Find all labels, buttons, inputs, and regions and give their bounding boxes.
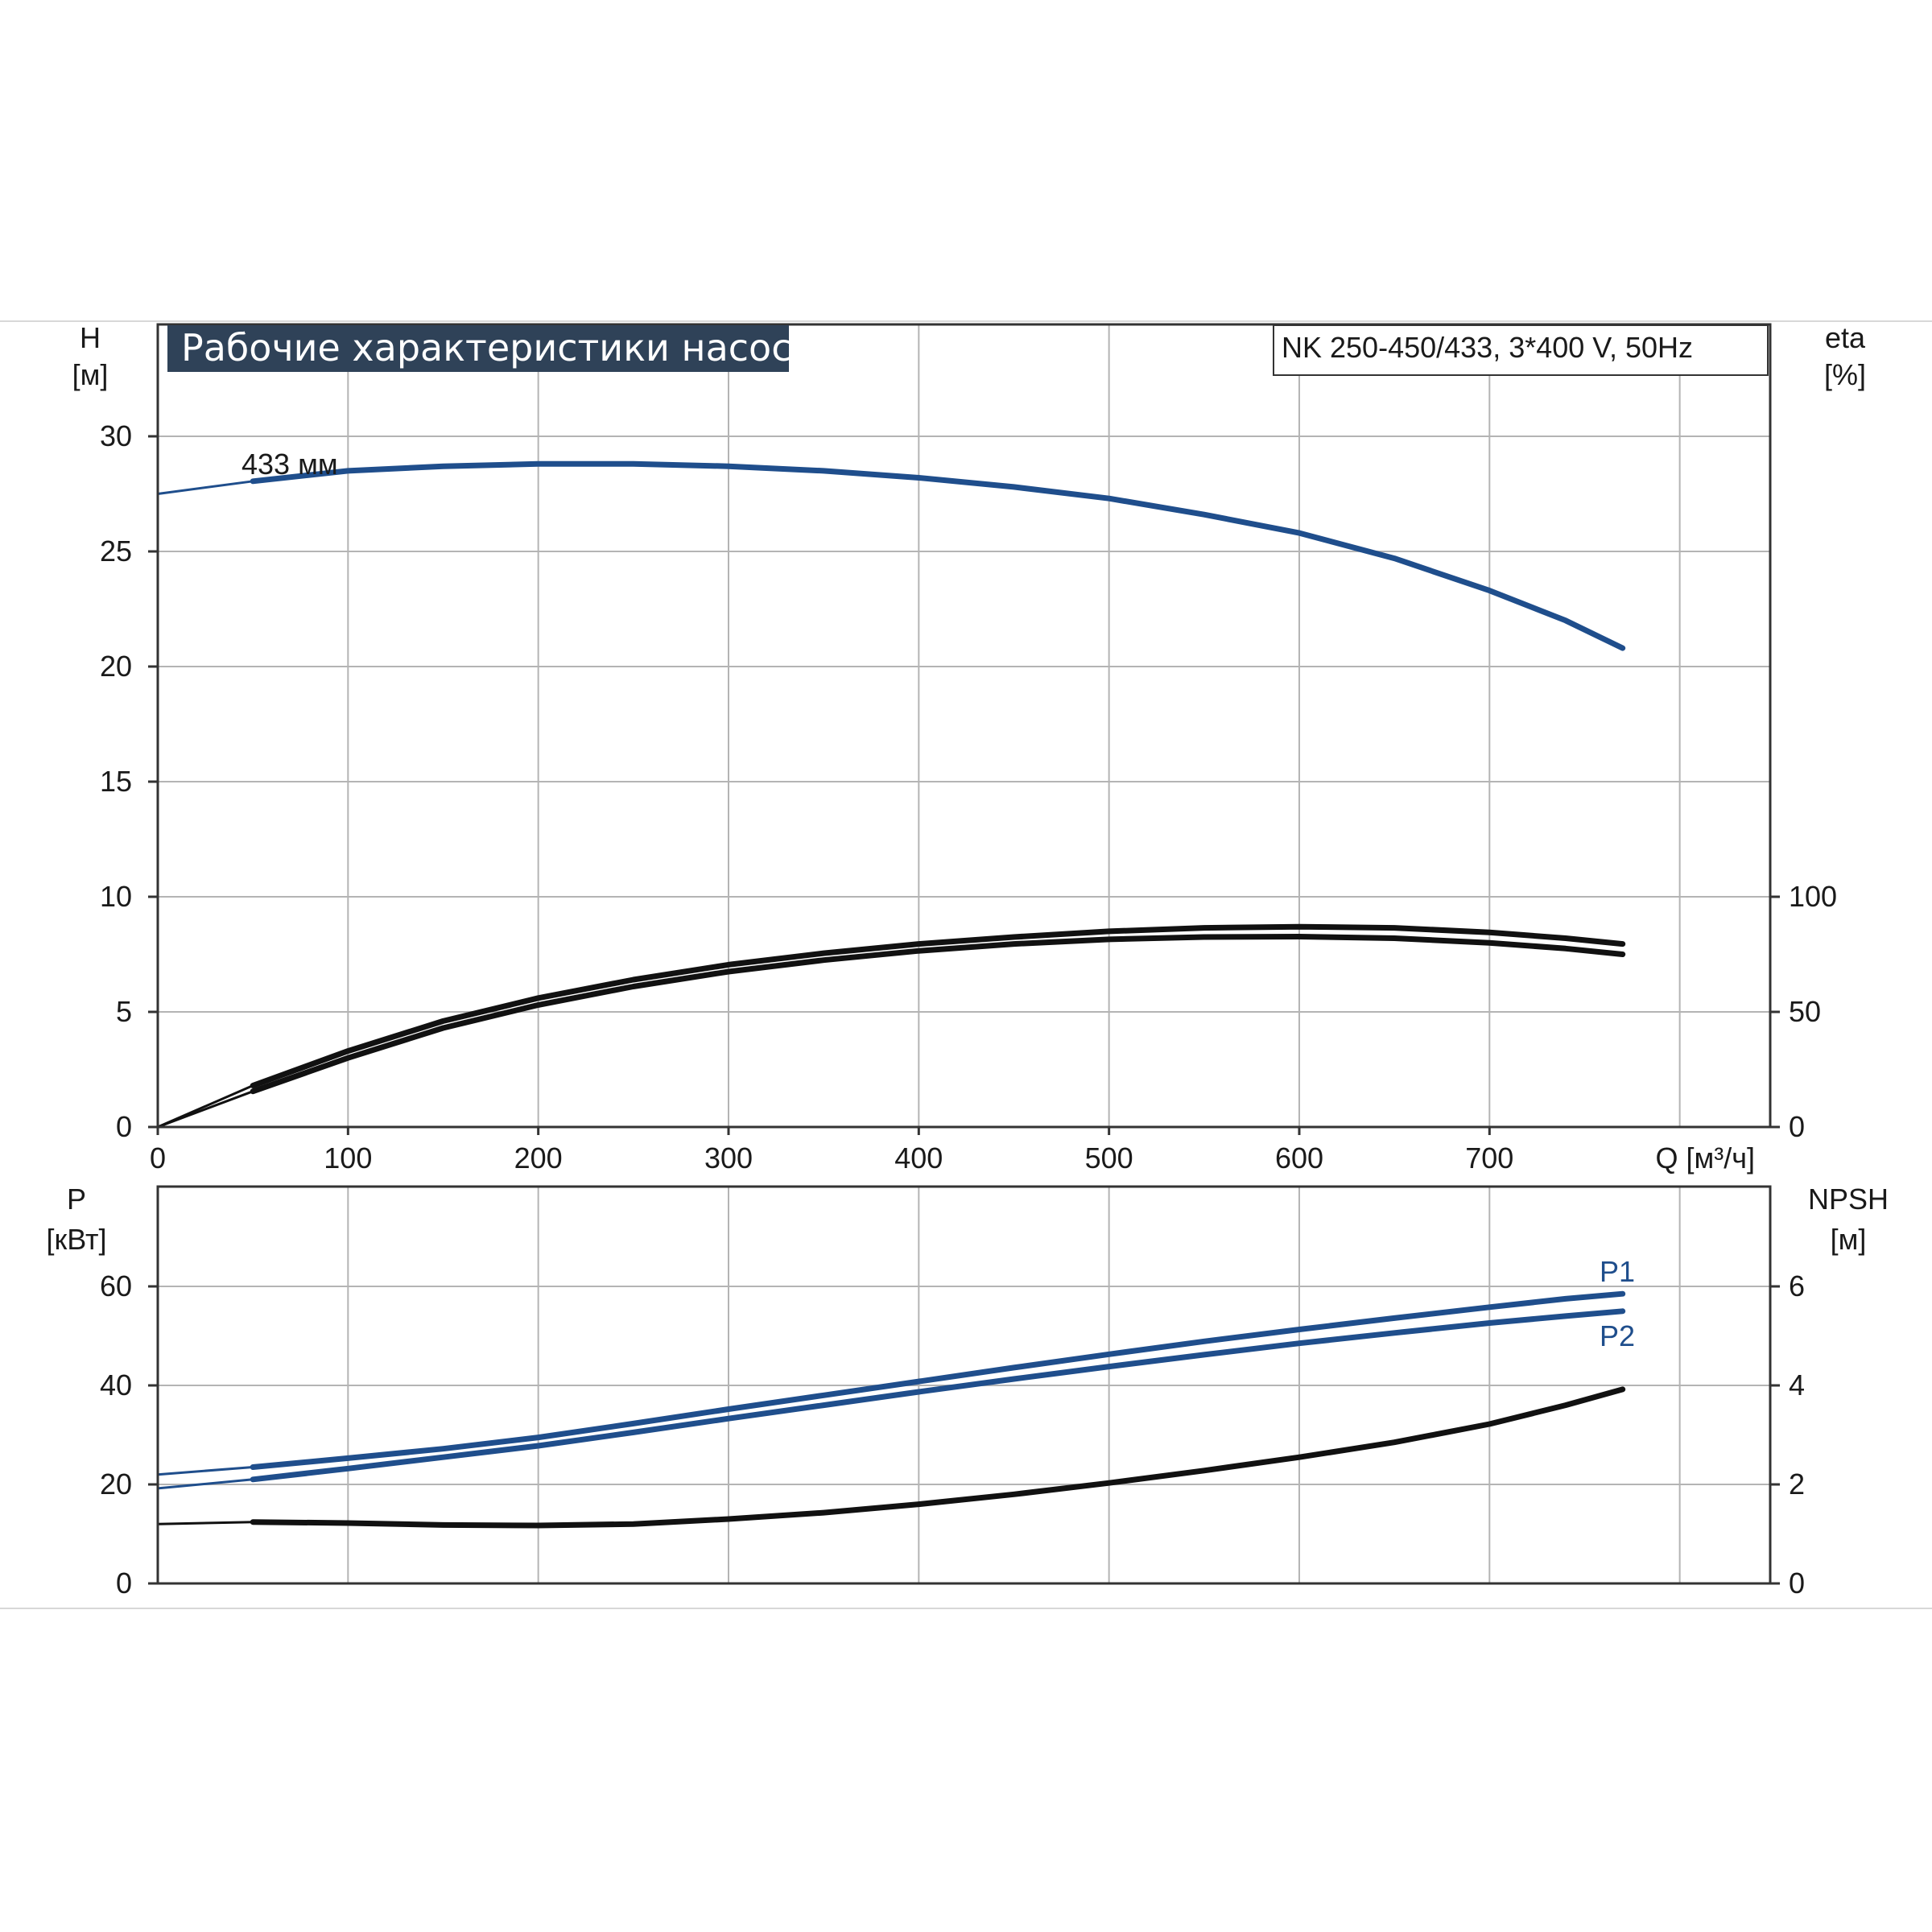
h-tick-label-30: 30 xyxy=(100,419,132,452)
top-series-2-line xyxy=(250,923,1626,1088)
impeller-diameter-label: 433 мм xyxy=(242,448,338,481)
p2-series-label: P2 xyxy=(1600,1319,1635,1352)
bottom-series-1-extrapolated-line xyxy=(157,1478,254,1490)
top-plot-frame xyxy=(156,323,1772,1129)
h-tick-label-20: 20 xyxy=(100,650,132,683)
x-tick-label-700: 700 xyxy=(1465,1141,1513,1174)
eta-tick-label-50: 50 xyxy=(1789,995,1821,1028)
x-tick-label-600: 600 xyxy=(1275,1141,1323,1174)
npsh-tick-label-4: 4 xyxy=(1789,1368,1805,1402)
bottom-series-0-line xyxy=(250,1290,1626,1470)
eta-tick-label-0: 0 xyxy=(1789,1110,1805,1143)
npsh-tick-label-0: 0 xyxy=(1789,1567,1805,1600)
bottom-series-2-line xyxy=(250,1386,1626,1529)
npsh-tick-label-6: 6 xyxy=(1789,1269,1805,1302)
p-axis-name: P xyxy=(67,1183,86,1216)
chart-title-box: Рабочие характеристики насоса xyxy=(167,325,815,372)
chart-title: Рабочие характеристики насоса xyxy=(181,326,815,369)
bottom-axis-ticks: 0 20 40 60 0 2 4 6 xyxy=(100,1269,1805,1600)
top-series-0-extrapolated-line xyxy=(157,480,254,495)
npsh-axis-unit: [м] xyxy=(1831,1223,1867,1256)
p-axis-unit: [кВт] xyxy=(46,1223,106,1256)
h-tick-label-15: 15 xyxy=(100,765,132,798)
top-grid xyxy=(158,324,1770,1127)
top-series-1-line xyxy=(250,934,1626,1095)
h-tick-label-25: 25 xyxy=(100,535,132,568)
model-label: NK 250-450/433, 3*400 V, 50Hz xyxy=(1282,331,1693,364)
q-axis-label: Q [м³/ч] xyxy=(1655,1141,1755,1174)
x-tick-label-0: 0 xyxy=(150,1141,166,1174)
h-axis-unit: [м] xyxy=(72,358,109,391)
h-axis-name: H xyxy=(80,321,101,354)
npsh-tick-label-2: 2 xyxy=(1789,1468,1805,1501)
p-tick-label-40: 40 xyxy=(100,1368,132,1402)
top-series-group xyxy=(157,460,1626,1129)
top-series-2-extrapolated-line xyxy=(157,1084,254,1129)
p1-series-label: P1 xyxy=(1600,1255,1635,1288)
bottom-series-2-extrapolated-line xyxy=(157,1521,254,1525)
bottom-grid xyxy=(158,1187,1770,1583)
h-tick-label-10: 10 xyxy=(100,880,132,913)
eta-axis-unit: [%] xyxy=(1824,358,1866,391)
h-tick-label-5: 5 xyxy=(116,995,132,1028)
p-tick-label-60: 60 xyxy=(100,1269,132,1302)
h-tick-label-0: 0 xyxy=(116,1110,132,1143)
npsh-axis-name: NPSH xyxy=(1808,1183,1889,1216)
model-box: NK 250-450/433, 3*400 V, 50Hz xyxy=(1273,324,1769,376)
eta-axis-name: eta xyxy=(1825,321,1866,354)
x-tick-label-200: 200 xyxy=(514,1141,563,1174)
p-tick-label-20: 20 xyxy=(100,1468,132,1501)
x-tick-label-500: 500 xyxy=(1085,1141,1133,1174)
x-tick-label-100: 100 xyxy=(324,1141,372,1174)
eta-tick-label-100: 100 xyxy=(1789,880,1837,913)
top-series-0-line xyxy=(250,460,1626,651)
bottom-series-group xyxy=(157,1290,1626,1529)
bottom-series-0-extrapolated-line xyxy=(157,1466,254,1476)
bottom-series-1-line xyxy=(250,1308,1626,1483)
p-tick-label-0: 0 xyxy=(116,1567,132,1600)
x-tick-label-300: 300 xyxy=(704,1141,753,1174)
x-tick-label-400: 400 xyxy=(894,1141,943,1174)
